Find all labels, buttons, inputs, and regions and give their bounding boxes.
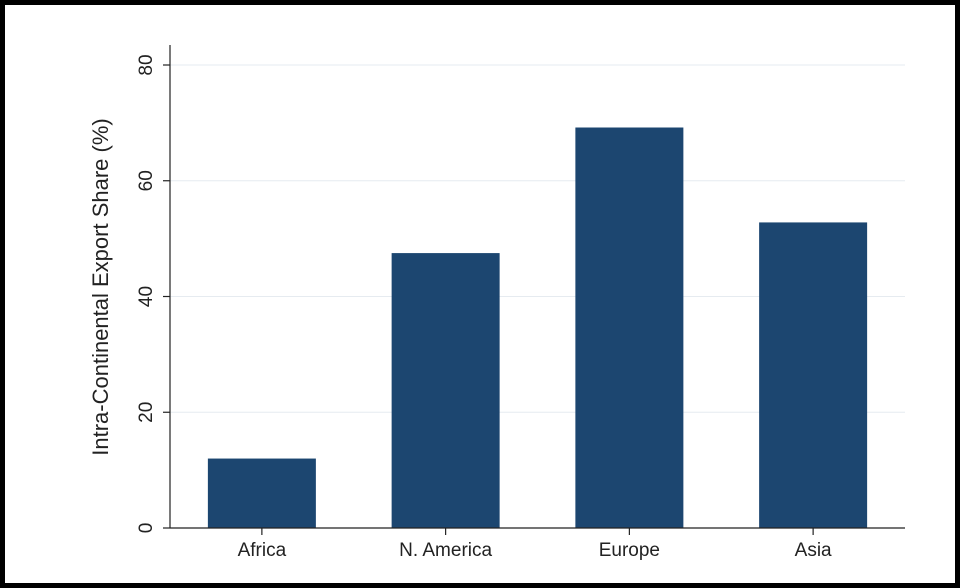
axes: [169, 45, 905, 529]
x-ticks: Africa N. America Europe Asia: [238, 528, 832, 561]
bar-europe: [575, 127, 684, 528]
y-tick-label-60: 60: [136, 170, 157, 191]
y-tick-label-0: 0: [136, 523, 157, 534]
y-tick-label-20: 20: [136, 402, 157, 423]
x-tick-label-1: N. America: [399, 540, 492, 561]
bars: [207, 127, 868, 529]
bar-africa: [207, 458, 316, 528]
y-ticks: 0 20 40 60 80: [136, 54, 170, 533]
bar-asia: [759, 222, 868, 529]
bar-n-america: [391, 253, 500, 528]
x-tick-label-0: Africa: [238, 540, 287, 561]
y-tick-label-80: 80: [136, 54, 157, 75]
x-tick-label-2: Europe: [599, 540, 660, 561]
y-axis-title: Intra-Continental Export Share (%): [88, 118, 113, 456]
y-tick-label-40: 40: [136, 286, 157, 307]
x-tick-label-3: Asia: [795, 540, 832, 561]
